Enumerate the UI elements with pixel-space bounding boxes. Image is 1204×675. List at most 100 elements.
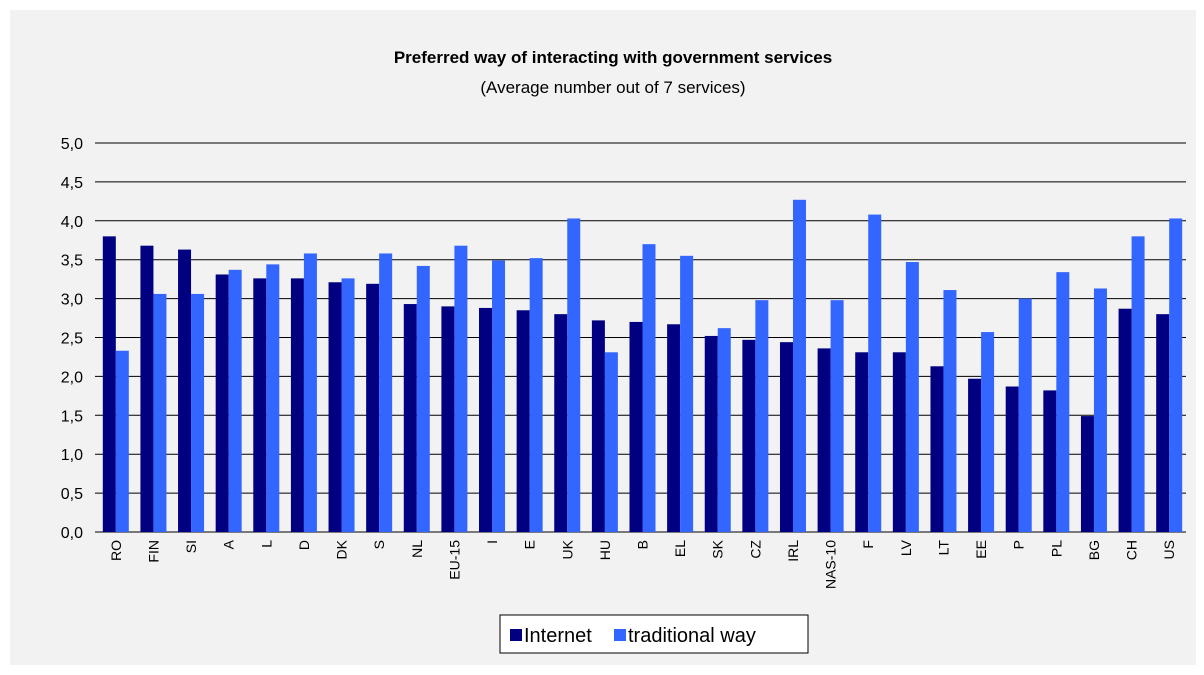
bar-traditional-el [680,255,694,532]
legend-swatch [614,629,626,641]
bar-internet-fin [140,245,154,533]
chart-area: Preferred way of interacting with govern… [10,10,1196,665]
y-tick-label: 1,0 [61,447,83,464]
x-tick-label: IRL [785,540,801,562]
bar-traditional-l [266,264,280,532]
bar-internet-us [1156,314,1170,532]
bar-internet-f [855,352,869,532]
bar-traditional-a [228,269,242,532]
y-tick-label: 4,5 [61,175,83,192]
x-tick-label: EE [973,540,989,559]
x-tick-label: EU-15 [446,540,462,580]
legend-label: traditional way [628,625,756,647]
bar-internet-ro [102,236,116,533]
bar-traditional-b [642,244,656,532]
bar-internet-hu [591,320,605,532]
bar-internet-uk [554,314,568,532]
x-tick-label: LV [898,539,914,556]
x-tick-label: D [296,540,312,550]
bar-internet-nas-10 [817,348,831,532]
y-tick-label: 0,5 [61,486,83,503]
bar-traditional-bg [1093,288,1107,532]
x-tick-label: E [522,540,538,549]
x-tick-label: HU [597,540,613,560]
x-tick-label: L [258,540,274,548]
y-axis-ticks: 0,0 0,5 1,0 1,5 2,0 2,5 3,0 3,5 4,0 4,5 5,0 [61,136,83,542]
chart-subtitle: (Average number out of 7 services) [480,78,745,97]
bar-internet-a [215,274,229,532]
x-tick-label: CH [1124,540,1140,560]
bar-traditional-d [303,253,317,532]
bar-internet-lt [930,366,944,532]
legend: Internet traditional way [499,614,809,654]
x-tick-label: SI [183,540,199,553]
x-tick-label: B [635,540,651,549]
bar-traditional-i [492,260,506,532]
bar-chart: Preferred way of interacting with govern… [61,48,1186,654]
x-tick-label: A [221,539,237,549]
bar-traditional-cz [755,300,769,532]
x-tick-label: I [484,540,500,544]
x-tick-label: DK [334,539,350,559]
bar-internet-lv [892,352,906,532]
bar-traditional-lv [905,262,919,532]
x-tick-label: US [1161,540,1177,559]
bar-traditional-uk [567,218,581,532]
bar-traditional-ro [115,350,129,532]
x-tick-label: CZ [747,540,763,559]
bar-traditional-eu-15 [454,245,468,533]
y-tick-label: 1,5 [61,408,83,425]
bar-internet-bg [1080,416,1094,532]
x-tick-label: SK [710,539,726,558]
y-tick-label: 3,5 [61,253,83,270]
bar-internet-sk [704,335,718,532]
x-axis-labels: RO FIN SI A L D DK S NL EU-15 I E UK HU B EL SK CZ IRL NAS-… [108,539,1177,589]
bars [102,199,1183,533]
y-tick-label: 3,0 [61,292,83,309]
x-tick-label: PL [1048,540,1064,557]
x-tick-label: BG [1086,540,1102,560]
x-tick-label: P [1011,540,1027,549]
x-tick-label: FIN [145,540,161,563]
y-tick-label: 5,0 [61,136,83,153]
x-tick-label: LT [935,540,951,556]
bar-traditional-e [529,258,543,532]
legend-swatch [510,629,522,641]
x-tick-label: NL [409,540,425,558]
bar-traditional-sk [717,328,731,532]
bar-internet-s [366,283,380,532]
chart-title: Preferred way of interacting with govern… [394,48,832,67]
x-tick-label: EL [672,540,688,557]
bar-traditional-p [1018,298,1032,532]
bar-internet-l [253,278,267,532]
bar-traditional-dk [341,278,355,532]
bar-traditional-s [379,253,393,532]
bar-traditional-si [191,293,205,532]
bar-traditional-ee [981,332,995,532]
bar-traditional-us [1169,218,1183,532]
bar-traditional-nl [416,265,430,532]
bar-traditional-lt [943,290,957,532]
bar-internet-el [667,324,681,532]
bar-traditional-irl [792,199,806,532]
bar-internet-dk [328,282,342,532]
y-tick-label: 0,0 [61,525,83,542]
bar-internet-i [479,307,493,532]
bar-internet-cz [742,339,756,532]
y-tick-label: 4,0 [61,214,83,231]
bar-internet-pl [1043,390,1057,532]
x-tick-label: S [371,540,387,549]
legend-label: Internet [524,625,592,647]
bar-traditional-nas-10 [830,300,844,532]
bar-internet-ch [1118,308,1132,532]
x-tick-label: F [860,540,876,549]
bar-internet-e [516,310,530,532]
bar-internet-irl [779,342,793,532]
bar-traditional-pl [1056,272,1070,532]
bar-traditional-ch [1131,236,1145,533]
bar-internet-p [1005,386,1019,532]
bar-traditional-hu [604,352,618,532]
bar-internet-si [178,249,192,532]
x-tick-label: NAS-10 [823,540,839,589]
bar-internet-d [290,278,304,532]
